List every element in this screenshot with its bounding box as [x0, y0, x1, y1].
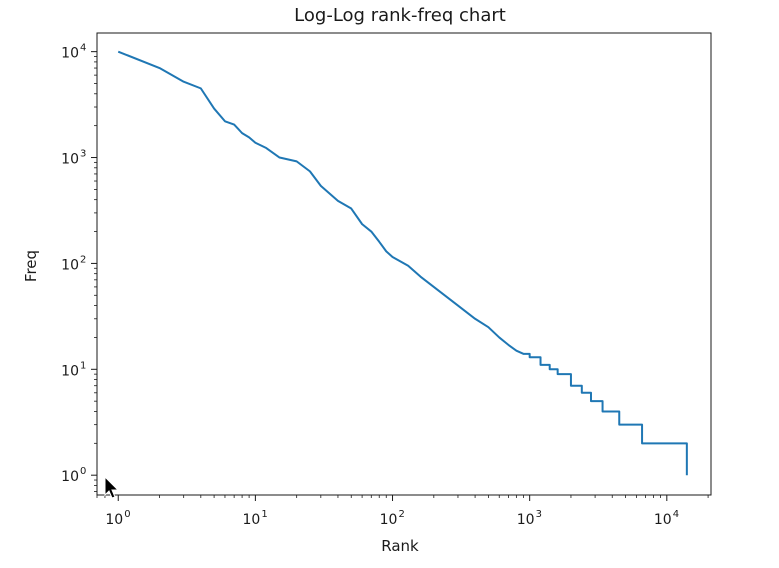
- x-tick-label: 10: [654, 512, 672, 528]
- data-series-line: [117, 50, 688, 476]
- mouse-pointer-icon: [104, 476, 120, 499]
- x-tick-exponent: 2: [399, 509, 405, 520]
- y-tick-label: 10: [61, 363, 79, 379]
- y-tick-exponent: 3: [80, 149, 86, 160]
- x-tick-exponent: 1: [261, 509, 267, 520]
- y-tick-label: 10: [61, 469, 79, 485]
- x-tick-label: 10: [380, 512, 398, 528]
- y-tick-label: 10: [61, 152, 79, 168]
- y-tick-label: 10: [61, 46, 79, 62]
- y-tick-exponent: 4: [80, 43, 86, 54]
- x-tick-label: 10: [517, 512, 535, 528]
- x-axis-ticks: 10 0 10 1 10 2 10 3 10 4: [96, 495, 709, 528]
- x-tick-label: 10: [242, 512, 260, 528]
- x-axis-label: Rank: [381, 537, 419, 555]
- y-tick-exponent: 1: [80, 360, 86, 371]
- x-tick-exponent: 4: [673, 509, 679, 520]
- x-tick-exponent: 0: [124, 509, 130, 520]
- y-tick-exponent: 0: [80, 466, 86, 477]
- y-axis-label: Freq: [22, 250, 40, 282]
- x-tick-exponent: 3: [536, 509, 542, 520]
- chart-title: Log-Log rank-freq chart: [294, 5, 506, 26]
- x-tick-label: 10: [105, 512, 123, 528]
- y-tick-exponent: 2: [80, 254, 86, 265]
- y-tick-label: 10: [61, 257, 79, 273]
